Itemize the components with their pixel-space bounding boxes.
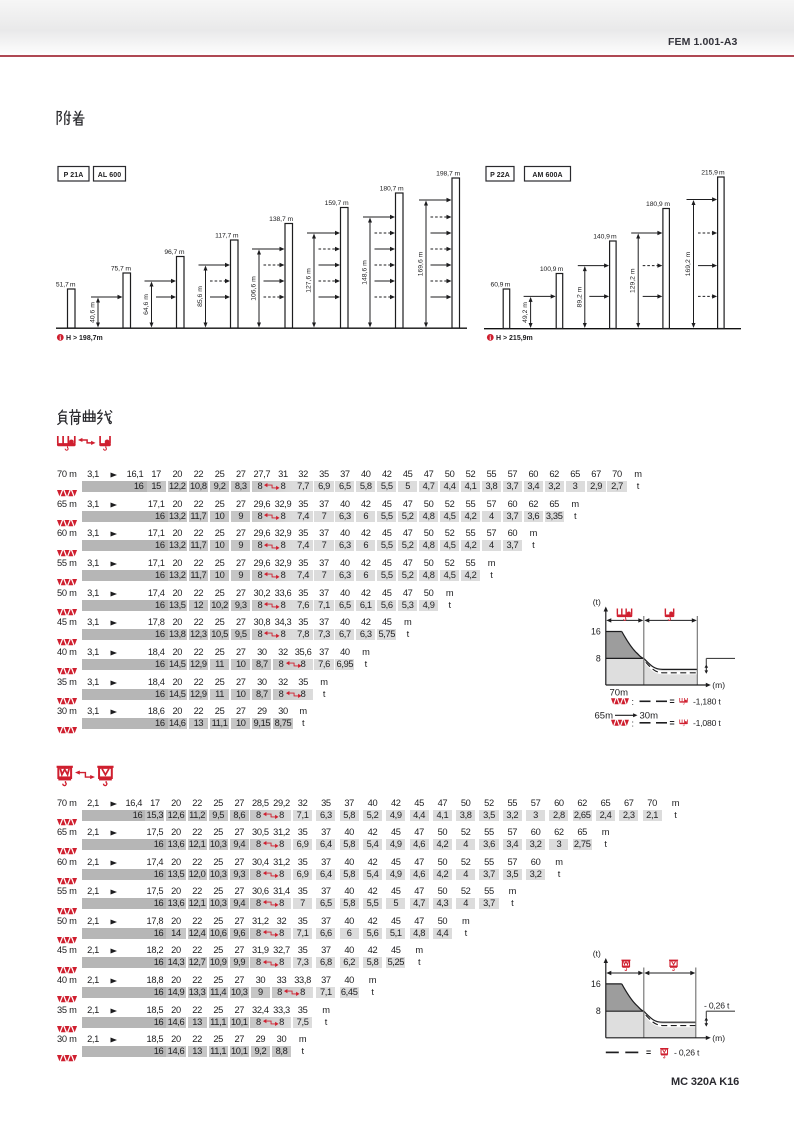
svg-text::: : [632, 697, 634, 707]
svg-text:P 22A: P 22A [490, 172, 510, 179]
svg-text:65m: 65m [595, 711, 614, 722]
svg-text:85,6 m: 85,6 m [197, 286, 204, 307]
svg-text:75,7 m: 75,7 m [111, 266, 132, 273]
svg-text:- 0,26 t: - 0,26 t [704, 1000, 730, 1010]
svg-text:(m): (m) [712, 1033, 725, 1043]
svg-text:H > 215,9m: H > 215,9m [496, 335, 533, 342]
svg-text:=: = [646, 1048, 651, 1058]
svg-text:106,6 m: 106,6 m [251, 276, 258, 301]
svg-text:129,2 m: 129,2 m [630, 268, 637, 293]
svg-text:(t): (t) [593, 597, 601, 607]
svg-text:51,7 m: 51,7 m [56, 282, 76, 289]
svg-text:16: 16 [591, 627, 601, 637]
svg-text:89,2 m: 89,2 m [576, 286, 583, 307]
svg-text:100,9 m: 100,9 m [540, 266, 564, 273]
svg-text:60,9 m: 60,9 m [491, 282, 511, 289]
svg-text:AL 600: AL 600 [98, 172, 121, 179]
svg-text:138,7 m: 138,7 m [269, 216, 293, 223]
svg-text:180,7 m: 180,7 m [380, 186, 404, 193]
svg-text:159,7 m: 159,7 m [325, 200, 349, 207]
svg-text:169,6 m: 169,6 m [418, 251, 425, 276]
svg-text:- 0,26 t: - 0,26 t [674, 1048, 700, 1058]
svg-text:180,9 m: 180,9 m [646, 201, 670, 208]
svg-text:(m): (m) [712, 680, 725, 690]
svg-text:148,6 m: 148,6 m [362, 260, 369, 285]
svg-text:16: 16 [591, 979, 601, 989]
svg-text:=: = [670, 718, 675, 728]
svg-text:198,7 m: 198,7 m [436, 171, 460, 178]
svg-text::: : [632, 719, 634, 729]
svg-text:AM 600A: AM 600A [532, 172, 562, 179]
svg-text:P 21A: P 21A [64, 172, 84, 179]
svg-text:215,9 m: 215,9 m [701, 170, 725, 177]
svg-text:-1,180 t: -1,180 t [693, 697, 721, 707]
svg-text:(t): (t) [593, 949, 601, 959]
svg-text:49,2 m: 49,2 m [522, 302, 529, 323]
svg-text:64,6 m: 64,6 m [143, 294, 150, 315]
svg-text:-1,080 t: -1,080 t [693, 718, 721, 728]
svg-text:i: i [59, 335, 61, 342]
svg-text:8: 8 [596, 1006, 601, 1016]
svg-text:96,7 m: 96,7 m [164, 249, 185, 256]
svg-text:140,9 m: 140,9 m [593, 234, 617, 241]
svg-text:117,7 m: 117,7 m [215, 233, 239, 240]
svg-text:40,6 m: 40,6 m [90, 302, 97, 323]
svg-text:i: i [489, 335, 491, 342]
svg-text:127,6 m: 127,6 m [306, 268, 313, 293]
svg-text:70m: 70m [610, 688, 629, 699]
svg-text:30m: 30m [640, 711, 659, 722]
svg-text:=: = [670, 697, 675, 707]
svg-text:169,2 m: 169,2 m [685, 251, 692, 276]
svg-text:8: 8 [596, 653, 601, 663]
svg-text:H > 198,7m: H > 198,7m [66, 335, 103, 342]
